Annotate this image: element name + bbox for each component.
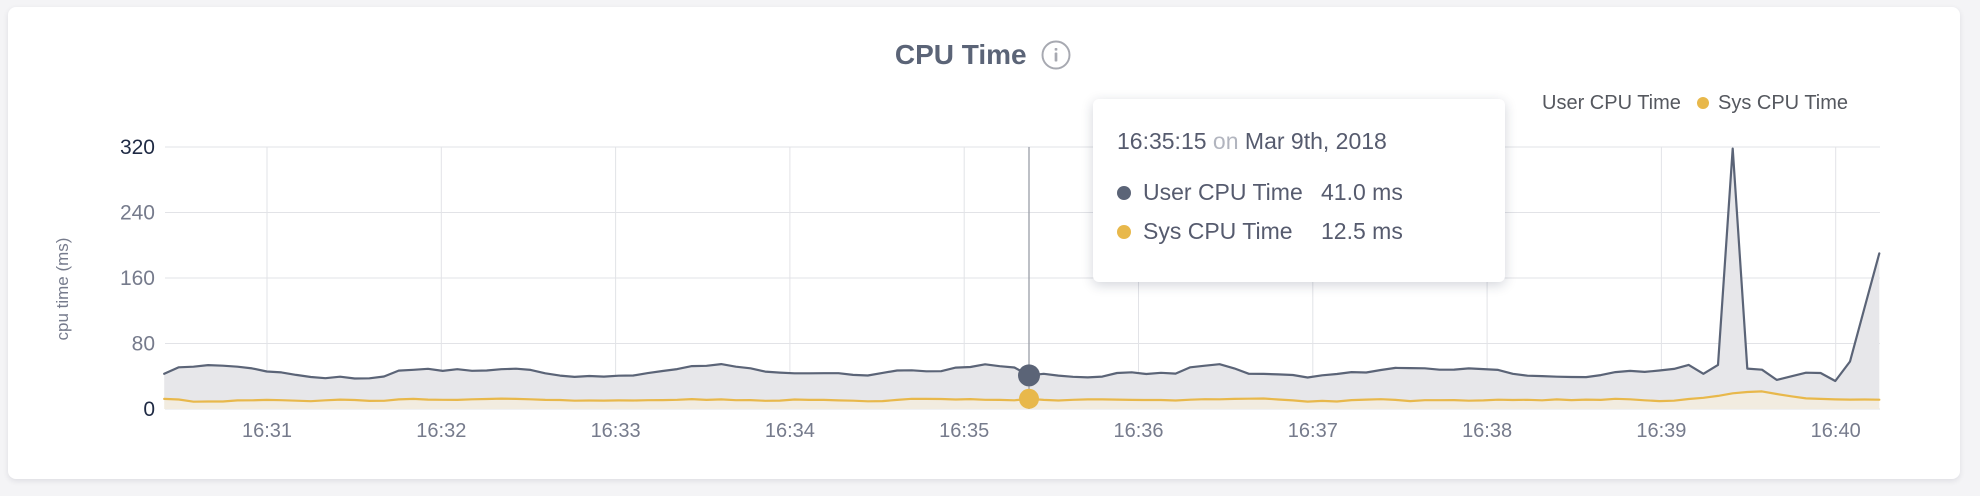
svg-text:cpu time (ms): cpu time (ms) xyxy=(53,238,72,341)
svg-text:16:34: 16:34 xyxy=(765,420,815,442)
svg-text:320: 320 xyxy=(120,136,155,159)
svg-text:16:37: 16:37 xyxy=(1288,420,1338,442)
svg-text:16:36: 16:36 xyxy=(1113,420,1163,442)
svg-text:0: 0 xyxy=(143,398,155,421)
svg-text:16:39: 16:39 xyxy=(1636,420,1686,442)
svg-text:160: 160 xyxy=(120,267,155,290)
svg-text:16:32: 16:32 xyxy=(416,420,466,442)
svg-text:16:40: 16:40 xyxy=(1811,420,1861,442)
svg-text:16:31: 16:31 xyxy=(242,420,292,442)
svg-text:16:33: 16:33 xyxy=(591,420,641,442)
svg-text:16:38: 16:38 xyxy=(1462,420,1512,442)
svg-text:16:35: 16:35 xyxy=(939,420,989,442)
svg-text:240: 240 xyxy=(120,202,155,225)
svg-text:80: 80 xyxy=(132,333,155,356)
